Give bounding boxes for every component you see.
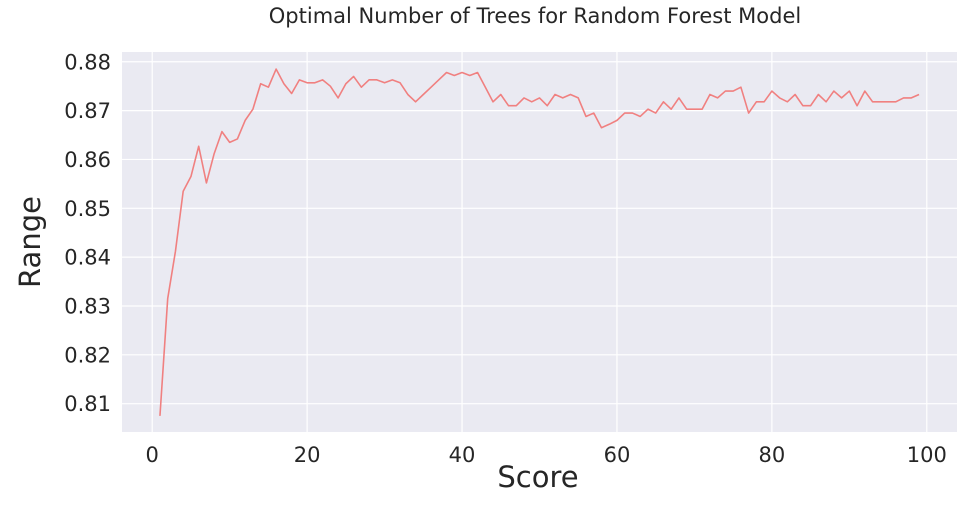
x-axis-label: Score <box>497 460 578 494</box>
series-line <box>159 68 920 416</box>
x-tick-label: 20 <box>294 443 321 467</box>
grid-lines <box>122 52 957 432</box>
y-axis-ticks: 0.81 0.82 0.83 0.84 0.85 0.86 0.87 0.88 <box>64 50 111 416</box>
chart-title: Optimal Number of Trees for Random Fores… <box>269 4 801 28</box>
y-tick-label: 0.87 <box>64 99 111 123</box>
x-tick-label: 100 <box>907 443 947 467</box>
y-tick-label: 0.83 <box>64 294 111 318</box>
y-axis-label: Range <box>13 196 47 288</box>
y-tick-label: 0.86 <box>64 148 111 172</box>
x-axis-ticks: 0 20 40 60 80 100 <box>146 443 947 467</box>
plot-area <box>122 52 957 432</box>
x-tick-label: 40 <box>449 443 476 467</box>
y-tick-label: 0.81 <box>64 392 111 416</box>
y-tick-label: 0.82 <box>64 343 111 367</box>
y-tick-label: 0.84 <box>64 246 111 270</box>
y-tick-label: 0.85 <box>64 197 111 221</box>
y-tick-label: 0.88 <box>64 50 111 74</box>
x-tick-label: 60 <box>604 443 631 467</box>
x-tick-label: 0 <box>146 443 159 467</box>
x-tick-label: 80 <box>759 443 786 467</box>
